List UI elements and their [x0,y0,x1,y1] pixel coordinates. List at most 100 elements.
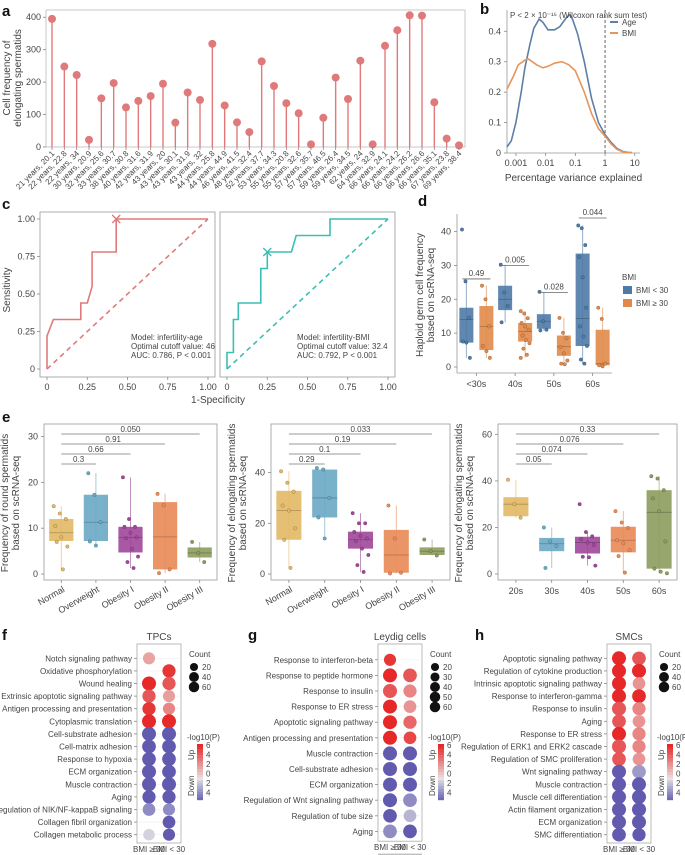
term-label: Response to peptide hormone [266,671,374,680]
color-legend-tick: 2 [206,779,211,788]
enrichment-dot [403,809,417,823]
data-point [467,315,472,320]
color-legend-segment [438,763,444,767]
color-legend-tick: 4 [447,751,452,760]
y-tick-label: 100 [26,110,41,120]
lollipop-dot [60,62,69,71]
data-point [524,352,529,357]
term-label: ECM organization [538,818,602,827]
p-value-label: 0.91 [105,435,121,444]
panel-e3: 0 20 40 60 20s 30s 40s 50s 60s Frequency of elong… [454,424,678,596]
color-legend-segment [197,752,203,756]
data-point [600,364,605,369]
color-legend-bar [438,744,444,801]
x-tick-label: 1.00 [379,382,397,392]
data-point [579,537,584,542]
data-point [386,503,391,508]
term-label: Aging [582,717,602,726]
data-point [652,566,657,571]
enrichment-dot [632,714,646,728]
color-legend-segment [197,783,203,787]
term-label: Notch signaling pathway [45,654,132,663]
color-legend-tick: 2 [447,779,452,788]
color-legend-bar [197,744,203,801]
data-point [392,536,397,541]
color-legend-segment [667,766,673,770]
term-label: Regulation of cytokine production [484,667,602,676]
data-point [63,517,68,522]
data-point [51,504,56,509]
enrichment-dot [632,727,646,741]
x-tick-label: 60s [585,379,600,389]
y-tick-label: 40 [441,227,451,237]
y-tick-label: 0 [30,364,35,374]
data-point [155,491,160,496]
enrichment-dot [162,815,176,829]
data-point [161,503,166,508]
enrichment-dot [612,663,626,678]
color-legend-segment [667,797,673,801]
x-tick-label: Obesity I [330,584,366,610]
term-label: Muscle contraction [65,780,132,789]
enrichment-dot [383,824,397,839]
term-label: Wound healing [79,680,132,689]
data-point [619,520,624,525]
box-body [347,531,374,549]
data-point [518,515,523,520]
color-legend-tick: 0 [206,770,211,779]
data-point [627,548,632,553]
count-legend-dot [429,691,441,703]
data-point [136,554,141,559]
term-label: Actin filament organization [508,806,602,815]
enrichment-dot [403,700,417,713]
cutoff-marker [111,214,121,224]
roc-annotation: Optimal cutoff value: 46 [131,342,215,351]
panel-b: 0 0.1 0.2 0.3 0.4 0.001 0.01 0.1 1 10 P < 2 × 10⁻¹… [488,10,648,184]
p-value-label: 0.1 [319,445,331,454]
data-point [327,495,332,500]
y-axis-label: Haploid germ cell frequency [415,233,426,357]
data-point [122,524,127,529]
p-value-label: 0.49 [469,269,485,278]
y-tick-label: 30 [28,432,38,442]
count-legend-dot [659,662,669,672]
data-point [293,526,298,531]
data-point [483,297,488,302]
color-legend-segment [438,772,444,775]
y-tick-label: 20 [441,294,451,304]
term-label: Aging [112,793,132,802]
lollipop-dot [220,101,229,110]
count-legend-title: Count [189,650,211,659]
count-legend-dot [430,662,440,672]
term-label: Apoptotic signaling pathway [503,654,602,663]
box-body [574,536,601,554]
term-label: Regulation of tube size [292,812,374,821]
data-point [54,539,59,544]
y-axis-label: based on scRNA-seq [426,248,437,343]
term-label: Cytoplasmic translation [49,717,132,726]
data-point [524,338,529,343]
color-legend-segment [197,755,203,759]
lollipop-dot [122,103,130,112]
cutoff-marker [262,247,272,257]
enrichment-dot [383,668,397,683]
roc-annotation: Optimal cutoff value: 32.4 [297,342,388,351]
y-axis-label: Frequency of elongating spermatids [454,424,465,583]
data-point [321,467,326,472]
term-label: Regulation of Wnt signaling pathway [244,796,373,805]
enrichment-dot [383,653,397,666]
lollipop-dot [146,92,155,101]
data-point [92,492,97,497]
color-legend-segment [438,777,444,781]
data-point [663,539,668,544]
p-value-label: 0.033 [350,425,371,434]
y-tick-label: 10 [441,328,451,338]
data-point [579,226,584,231]
enrichment-dot [632,677,646,690]
data-point [548,539,553,544]
term-label: Response to interferon-gamma [492,692,603,701]
data-point [578,324,583,329]
panel-label-a: a [2,3,11,20]
data-point [363,521,368,526]
